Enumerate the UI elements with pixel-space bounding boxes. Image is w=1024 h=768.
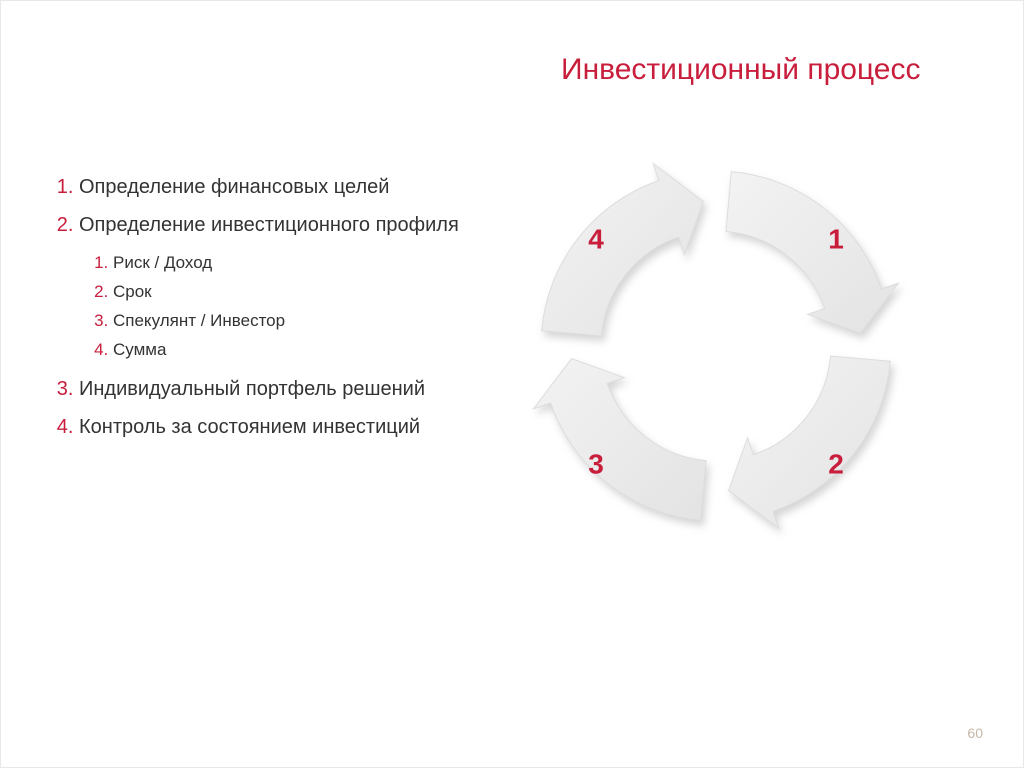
cycle-arrow-3 — [534, 359, 706, 521]
cycle-label-3: 3 — [588, 448, 604, 479]
list-item-text: Определение финансовых целей — [79, 176, 389, 198]
sub-item-text: Сумма — [113, 340, 166, 359]
cycle-label-2: 2 — [828, 448, 844, 479]
list-item: Определение финансовых целей — [79, 171, 471, 203]
slide-title: Инвестиционный процесс — [561, 53, 920, 87]
list-item: Индивидуальный портфель решений — [79, 373, 471, 405]
list-item: Определение инвестиционного профиля Риск… — [79, 209, 471, 365]
sub-list-item: Риск / Доход — [113, 249, 471, 278]
content-block: Определение финансовых целей Определение… — [51, 171, 471, 449]
list-item-text: Индивидуальный портфель решений — [79, 378, 425, 400]
sub-item-text: Спекулянт / Инвестор — [113, 311, 285, 330]
sub-list-item: Срок — [113, 278, 471, 307]
cycle-arrow-2 — [729, 356, 891, 528]
sub-list-item: Сумма — [113, 336, 471, 365]
cycle-arrow-1 — [726, 172, 898, 334]
slide: Инвестиционный процесс Определение финан… — [0, 0, 1024, 768]
sub-list-item: Спекулянт / Инвестор — [113, 307, 471, 336]
sub-item-text: Риск / Доход — [113, 253, 212, 272]
cycle-arrow-4 — [542, 164, 704, 336]
list-item-text: Контроль за состоянием инвестиций — [79, 416, 420, 438]
cycle-diagram: 1 2 3 4 — [501, 131, 931, 561]
list-item-text: Определение инвестиционного профиля — [79, 214, 459, 236]
main-list: Определение финансовых целей Определение… — [51, 171, 471, 443]
list-item: Контроль за состоянием инвестиций — [79, 411, 471, 443]
page-number: 60 — [967, 725, 983, 741]
cycle-label-4: 4 — [588, 223, 604, 254]
cycle-label-1: 1 — [828, 223, 844, 254]
sub-list: Риск / Доход Срок Спекулянт / Инвестор С… — [79, 249, 471, 365]
sub-item-text: Срок — [113, 282, 152, 301]
cycle-svg: 1 2 3 4 — [501, 131, 931, 561]
